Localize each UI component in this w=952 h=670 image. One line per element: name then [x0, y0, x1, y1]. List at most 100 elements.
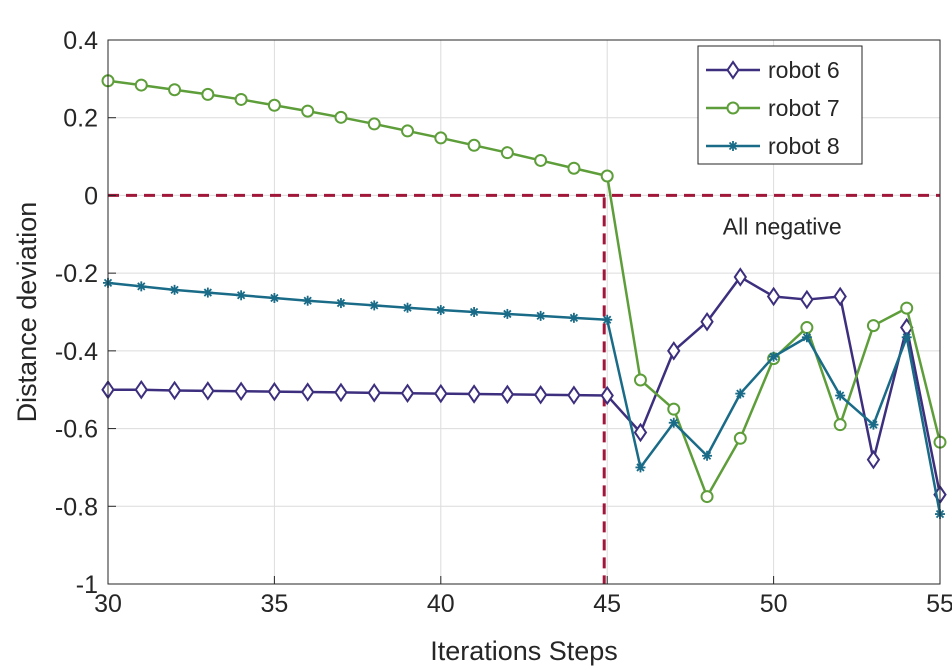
diamond-marker	[733, 267, 748, 287]
asterisk-stroke	[603, 315, 612, 324]
circle-marker	[567, 161, 581, 175]
diamond-marker	[167, 380, 182, 401]
y-tick-label: -0.2	[55, 260, 98, 288]
diamond-marker	[500, 384, 515, 405]
plot-area-frame	[107, 39, 941, 585]
legend-item: robot 6	[706, 57, 840, 83]
axis-ticks: 30 35 40 45 50 55 -1 -0.8 -0.6 -0.4 -0.2 0 0.2 0.4	[55, 27, 952, 618]
asterisk-marker	[835, 390, 846, 401]
series-robot-7	[101, 74, 947, 504]
circle-marker	[234, 92, 248, 106]
asterisk-marker	[202, 287, 213, 298]
legend-label: robot 8	[768, 133, 840, 159]
asterisk-stroke	[236, 291, 246, 300]
series-line	[107, 281, 942, 515]
circle-marker	[667, 402, 681, 416]
y-axis-label: Distance deviation	[12, 202, 42, 423]
diamond-marker	[134, 379, 148, 400]
x-tick-label: 45	[593, 590, 621, 618]
y-tick-label: -0.6	[55, 416, 98, 444]
asterisk-stroke	[636, 463, 645, 472]
series-robot-6	[101, 267, 947, 505]
asterisk-stroke	[303, 296, 312, 305]
asterisk-stroke	[669, 418, 678, 427]
circle-marker	[467, 138, 481, 152]
circle-marker	[168, 83, 182, 97]
asterisk-stroke	[902, 333, 911, 342]
asterisk-stroke	[370, 301, 379, 310]
asterisk-stroke	[336, 298, 346, 308]
circle-marker	[633, 373, 647, 387]
asterisk-stroke	[736, 389, 745, 398]
legend: robot 6 robot 7 robot 8	[697, 45, 863, 165]
asterisk-marker	[435, 305, 446, 316]
asterisk-stroke	[436, 305, 445, 315]
legend-item: robot 7	[706, 95, 840, 121]
diamond-marker	[700, 311, 714, 332]
legend-label: robot 6	[768, 57, 840, 83]
x-tick-label: 30	[94, 590, 122, 618]
asterisk-stroke	[836, 391, 845, 400]
asterisk-marker	[335, 298, 346, 309]
circle-marker	[401, 124, 415, 138]
asterisk-marker	[702, 450, 713, 461]
asterisk-stroke	[769, 352, 778, 361]
circle-marker	[726, 101, 740, 115]
x-tick-label: 40	[427, 590, 455, 618]
y-tick-label: -0.4	[55, 338, 98, 366]
asterisk-marker	[728, 141, 738, 151]
asterisk-marker	[668, 417, 679, 428]
circle-marker	[800, 321, 814, 335]
series-robot-8	[103, 277, 945, 520]
diamond-marker	[766, 286, 781, 307]
circle-marker	[267, 98, 281, 112]
diamond-marker	[866, 449, 881, 470]
circle-marker	[201, 87, 215, 101]
diamond-marker	[367, 383, 381, 403]
asterisk-marker	[768, 351, 779, 362]
diamond-marker	[833, 286, 847, 307]
circle-marker	[900, 301, 914, 315]
y-tick-label: -1	[76, 571, 98, 599]
asterisk-stroke	[170, 285, 179, 294]
asterisk-marker	[169, 284, 180, 295]
asterisk-stroke	[503, 309, 512, 319]
asterisk-stroke	[702, 451, 712, 460]
asterisk-marker	[469, 307, 480, 317]
circle-marker	[833, 418, 847, 432]
y-tick-label: 0.2	[63, 105, 98, 133]
asterisk-marker	[535, 310, 546, 321]
asterisk-marker	[136, 281, 147, 292]
asterisk-marker	[602, 314, 613, 325]
legend-item: robot 8	[706, 133, 840, 159]
diamond-marker	[201, 381, 215, 401]
diamond-marker	[533, 385, 548, 405]
diamond-marker	[467, 384, 481, 404]
x-tick-label: 50	[760, 590, 788, 618]
asterisk-stroke	[270, 293, 279, 303]
annotations: All negative	[723, 214, 842, 240]
circle-marker	[600, 169, 614, 183]
legend-label: robot 7	[768, 95, 840, 121]
diamond-marker	[234, 381, 248, 402]
circle-marker	[866, 319, 880, 333]
asterisk-marker	[502, 308, 513, 319]
circle-marker	[500, 146, 514, 160]
circle-marker	[334, 110, 348, 124]
circle-marker	[534, 153, 548, 167]
diamond-marker	[667, 341, 681, 361]
asterisk-marker	[868, 419, 879, 430]
asterisk-stroke	[137, 282, 146, 291]
asterisk-marker	[735, 388, 746, 399]
asterisk-stroke	[469, 307, 479, 317]
diamond-marker	[300, 382, 315, 402]
asterisk-stroke	[203, 288, 212, 297]
diamond-marker	[567, 385, 581, 405]
asterisk-marker	[568, 312, 579, 323]
asterisk-marker	[369, 300, 380, 311]
circle-marker	[301, 104, 315, 118]
asterisk-marker	[801, 332, 812, 343]
asterisk-stroke	[569, 313, 579, 322]
circle-marker	[733, 431, 747, 445]
